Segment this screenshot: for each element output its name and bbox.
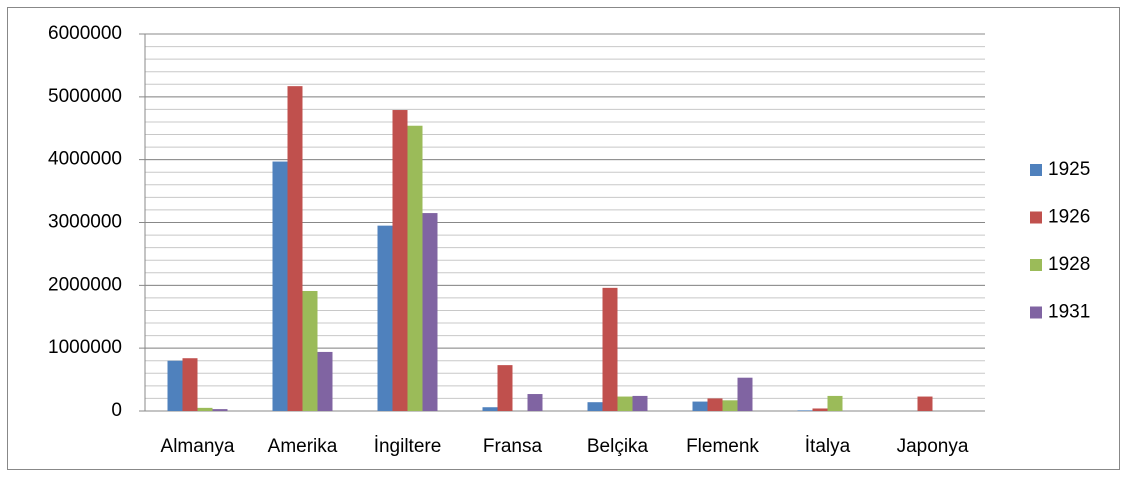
y-tick-label: 3000000 (48, 212, 122, 233)
x-tick-label: Japonya (897, 436, 969, 457)
bar (272, 161, 288, 411)
bar (917, 396, 933, 411)
bar (737, 377, 753, 411)
bar (302, 290, 318, 411)
x-tick-label: Fransa (483, 436, 543, 457)
y-tick-label: 1000000 (48, 337, 122, 358)
bar (722, 400, 738, 411)
bar (287, 86, 303, 411)
y-tick-label: 2000000 (48, 274, 122, 295)
bar (527, 394, 543, 411)
bar (182, 358, 198, 411)
x-tick-label: Almanya (161, 436, 235, 457)
y-tick-label: 6000000 (48, 23, 122, 44)
x-tick-label: İtalya (805, 436, 851, 457)
x-tick-label: İngiltere (374, 436, 442, 457)
bar (482, 407, 498, 411)
legend-label: 1928 (1048, 254, 1090, 275)
bar (407, 125, 423, 411)
legend-swatch (1030, 306, 1042, 319)
bar (587, 402, 603, 411)
bar (707, 398, 723, 411)
bar (197, 407, 213, 411)
x-tick-label: Belçika (587, 436, 649, 457)
bar (632, 395, 648, 411)
bar (377, 225, 393, 411)
y-tick-label: 4000000 (48, 149, 122, 170)
bar (422, 213, 438, 411)
legend-label: 1925 (1048, 159, 1090, 180)
legend-label: 1931 (1048, 302, 1090, 323)
bar (167, 360, 183, 411)
legend-swatch (1030, 259, 1042, 271)
bar (797, 410, 813, 411)
legend-swatch (1030, 164, 1042, 176)
legend-swatch (1030, 211, 1042, 224)
y-tick-label: 5000000 (48, 86, 122, 107)
bar (212, 409, 228, 411)
x-tick-label: Amerika (268, 436, 338, 457)
x-tick-label: Flemenk (686, 436, 759, 457)
bar (602, 287, 618, 411)
bar (692, 401, 708, 411)
bar (812, 408, 828, 411)
bar (827, 395, 843, 411)
bar (392, 110, 408, 412)
legend-label: 1926 (1048, 207, 1090, 228)
bar (317, 351, 333, 411)
bar (497, 365, 513, 411)
bar (617, 396, 633, 411)
y-tick-label: 0 (111, 400, 122, 421)
